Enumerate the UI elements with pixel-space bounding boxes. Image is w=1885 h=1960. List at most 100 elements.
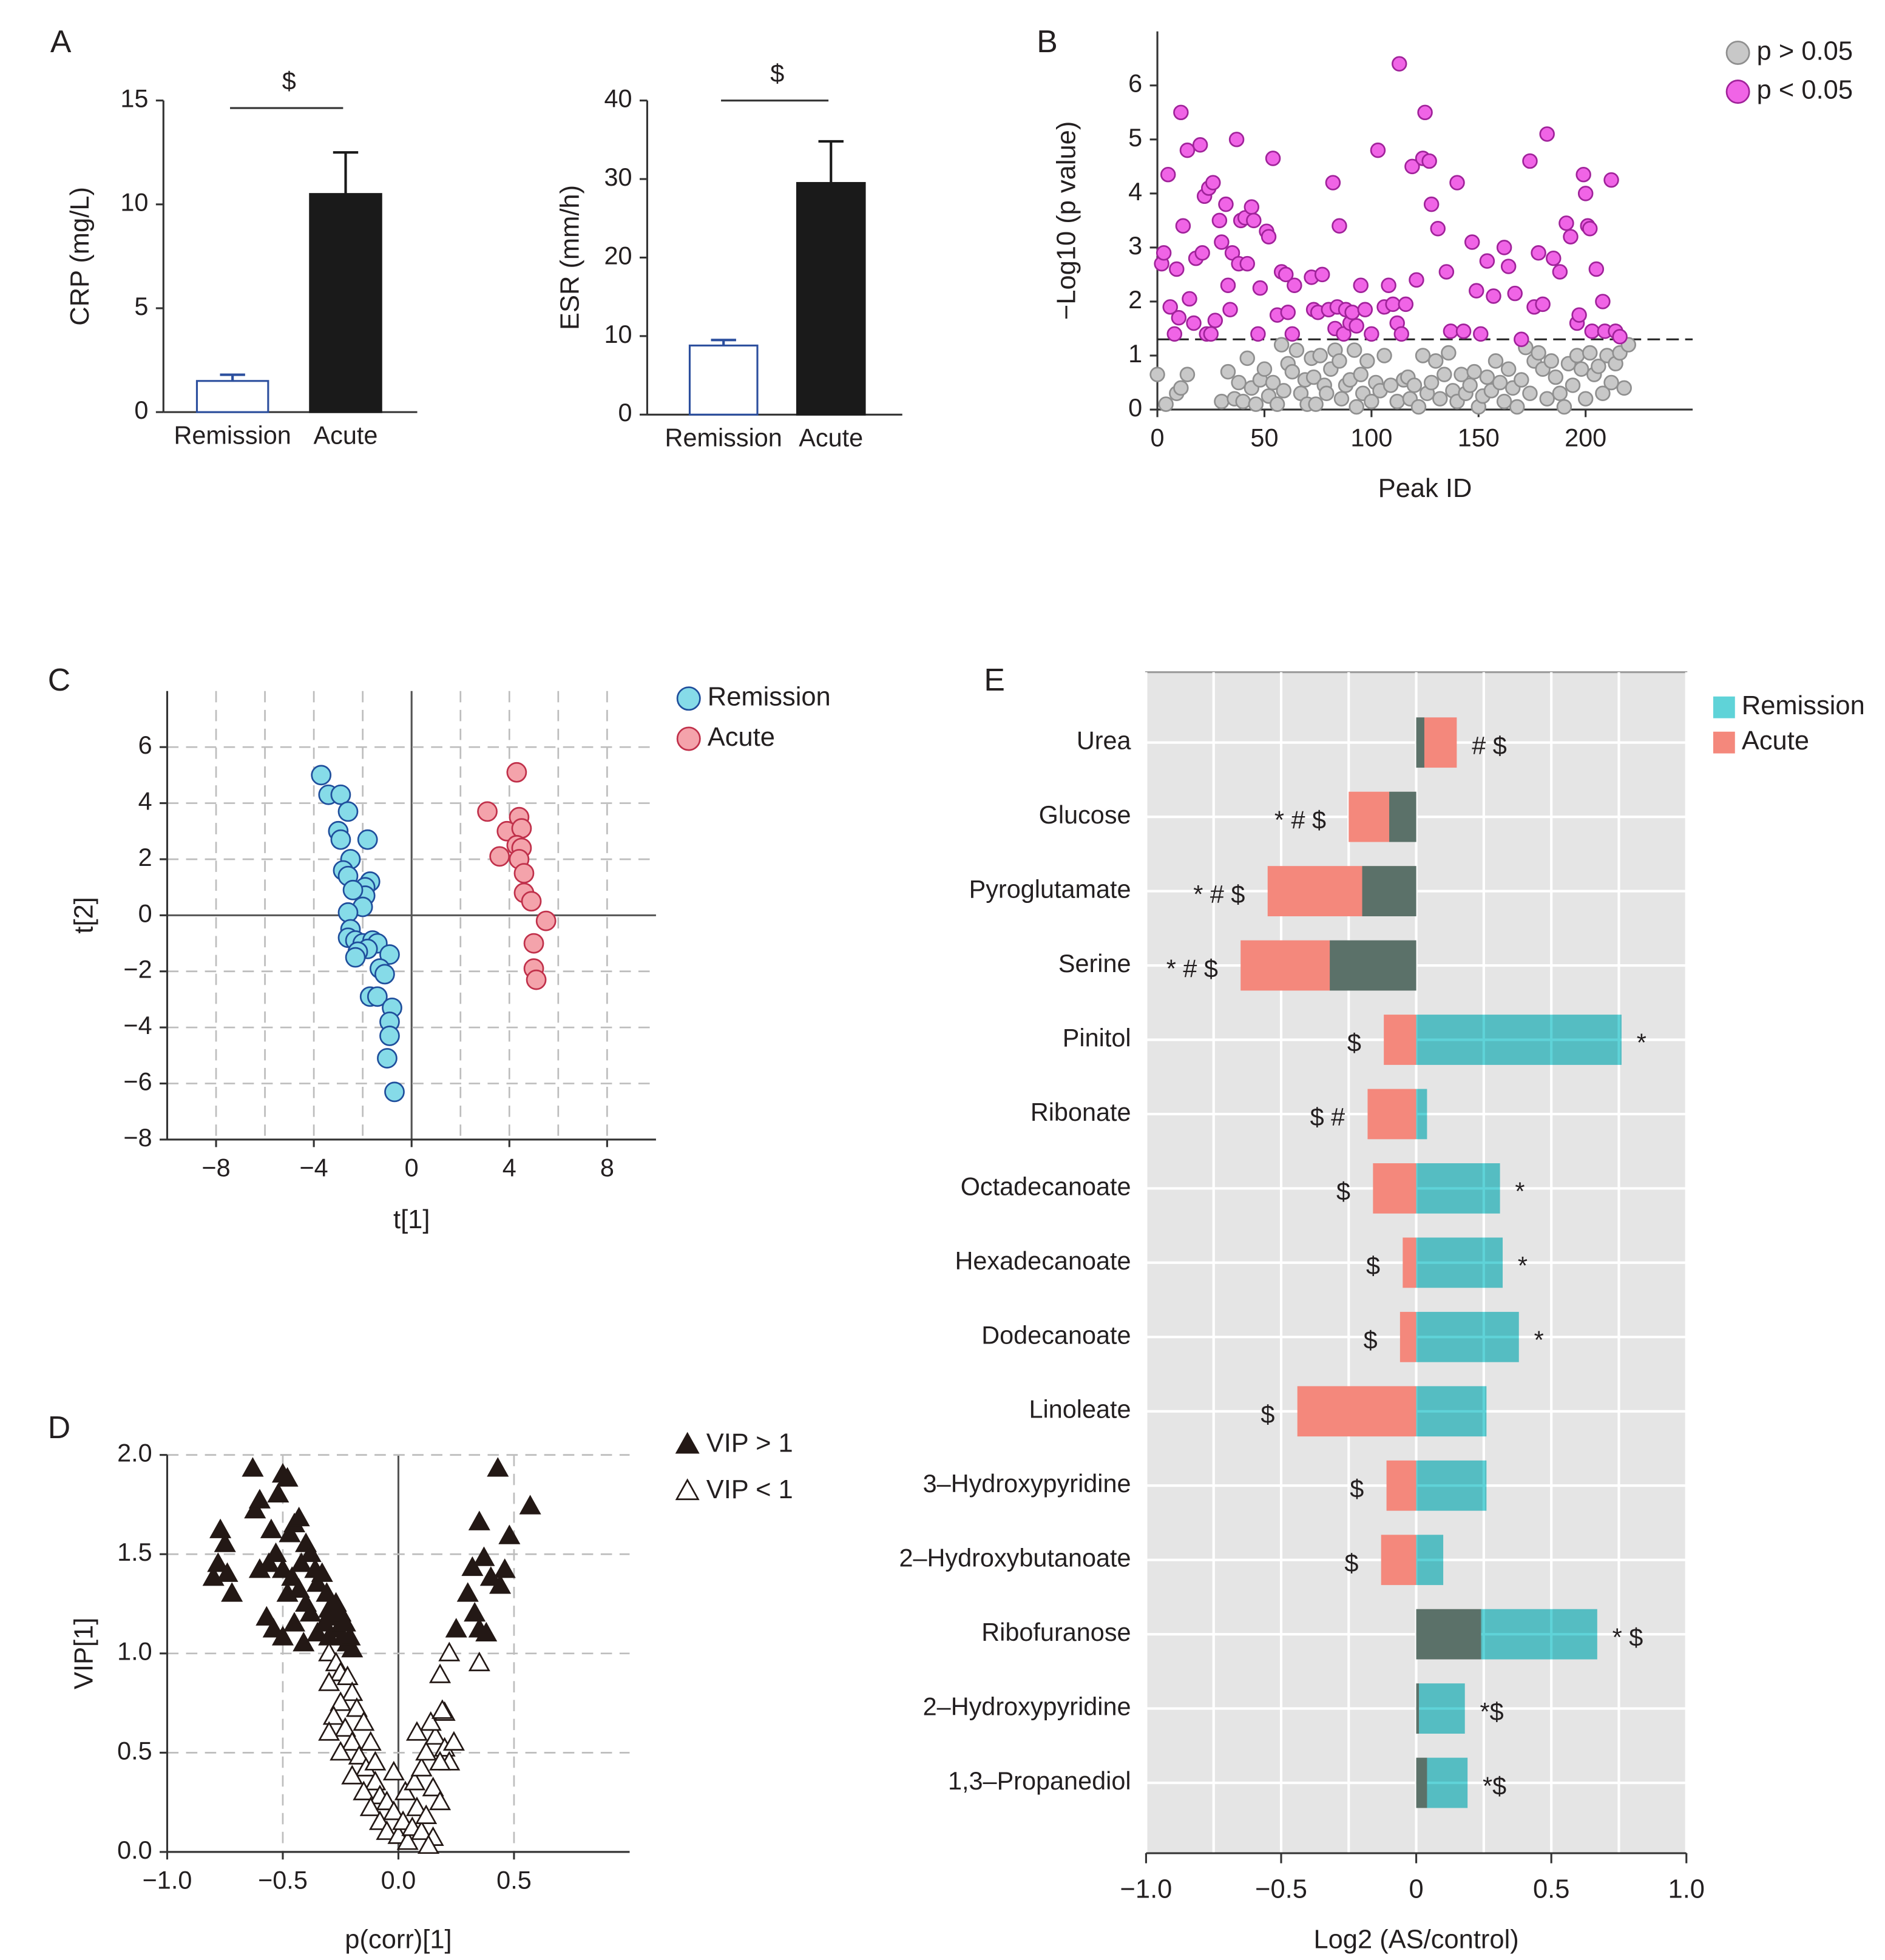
point xyxy=(1409,272,1424,288)
point xyxy=(209,1518,232,1538)
point xyxy=(311,765,332,786)
point xyxy=(1353,277,1369,293)
point xyxy=(1552,385,1568,402)
point xyxy=(1531,345,1546,361)
x-axis-label: Peak ID xyxy=(1378,474,1472,503)
y-tick-label: 20 xyxy=(604,242,632,269)
annotation: $ xyxy=(1261,1401,1274,1428)
point xyxy=(1235,393,1251,410)
point xyxy=(1364,326,1379,342)
point xyxy=(456,1582,479,1602)
point xyxy=(1252,280,1268,296)
point xyxy=(341,1637,364,1658)
y-axis-label: VIP[1] xyxy=(69,1618,98,1689)
point xyxy=(334,1717,356,1737)
y-tick-label: 6 xyxy=(1128,70,1142,98)
point xyxy=(429,1790,452,1811)
x-tick-label: 0 xyxy=(405,1154,419,1182)
annotation: $ xyxy=(1344,1549,1358,1577)
point xyxy=(1169,261,1185,277)
annotation: $ xyxy=(1364,1326,1378,1354)
point xyxy=(1443,323,1459,339)
x-tick-label: −0.5 xyxy=(258,1867,308,1894)
point xyxy=(1492,374,1508,391)
point xyxy=(1500,259,1517,274)
annotation: * # $ xyxy=(1274,806,1326,834)
legend-label: Acute xyxy=(1742,726,1809,755)
point xyxy=(1162,299,1178,315)
y-tick-label: 4 xyxy=(1128,178,1142,206)
point xyxy=(1548,369,1564,385)
point xyxy=(1389,393,1405,410)
point xyxy=(345,1697,368,1717)
point xyxy=(1287,277,1302,293)
point xyxy=(262,1618,285,1638)
point xyxy=(1261,229,1277,245)
point xyxy=(1211,212,1228,229)
y-axis-label: CRP (mg/L) xyxy=(66,187,95,326)
point xyxy=(357,829,378,850)
point xyxy=(1575,166,1591,183)
point xyxy=(1222,302,1238,318)
point xyxy=(1280,304,1296,320)
point xyxy=(1381,277,1396,293)
point xyxy=(311,1562,333,1582)
point xyxy=(1239,350,1255,367)
category-label: 2–Hydroxypyridine xyxy=(923,1693,1131,1721)
point xyxy=(1427,353,1444,369)
point xyxy=(1319,385,1335,402)
point xyxy=(513,863,535,884)
point xyxy=(1333,391,1350,407)
y-tick-label: 1.5 xyxy=(117,1538,152,1566)
panel-label: C xyxy=(48,662,70,697)
point xyxy=(1462,377,1478,393)
point xyxy=(415,1741,438,1761)
bar xyxy=(1416,1163,1500,1214)
legend-label: VIP > 1 xyxy=(706,1429,793,1458)
y-axis-label: ESR (mm/h) xyxy=(556,185,585,330)
point xyxy=(377,1048,398,1069)
point xyxy=(1346,342,1362,358)
point xyxy=(477,801,498,822)
point xyxy=(1173,380,1189,396)
annotation: * xyxy=(1515,1178,1525,1206)
bar xyxy=(1373,1163,1416,1214)
y-tick-label: −6 xyxy=(123,1067,152,1095)
point xyxy=(405,1721,428,1741)
point xyxy=(283,1612,306,1632)
point xyxy=(1239,255,1255,272)
panel-label: D xyxy=(48,1410,70,1445)
y-tick-label: 1 xyxy=(1128,340,1142,368)
point xyxy=(1569,348,1585,363)
point xyxy=(526,969,547,990)
point xyxy=(429,1751,452,1771)
bar xyxy=(688,344,759,416)
category-label: 2–Hydroxybutanoate xyxy=(899,1544,1131,1572)
point xyxy=(1603,374,1619,391)
point xyxy=(1273,337,1290,353)
point xyxy=(316,1582,338,1602)
point xyxy=(1156,245,1172,261)
legend-marker xyxy=(676,686,701,711)
point xyxy=(1398,296,1414,313)
point xyxy=(1349,318,1364,334)
y-tick-label: 2 xyxy=(138,843,152,871)
point xyxy=(1305,369,1322,385)
point xyxy=(1393,326,1410,342)
x-tick-label: Remission xyxy=(665,424,782,452)
point xyxy=(1248,396,1264,412)
point xyxy=(1325,175,1341,191)
bar xyxy=(1416,1757,1468,1808)
point xyxy=(461,1556,484,1576)
point xyxy=(1269,396,1285,412)
bar xyxy=(1399,1311,1416,1362)
point xyxy=(1514,372,1529,388)
point xyxy=(523,933,544,954)
annotation: * xyxy=(1534,1326,1544,1354)
point xyxy=(318,1721,340,1741)
point xyxy=(1175,218,1191,234)
point xyxy=(1473,326,1489,342)
point xyxy=(1616,380,1632,396)
x-tick-label: −8 xyxy=(201,1154,230,1182)
